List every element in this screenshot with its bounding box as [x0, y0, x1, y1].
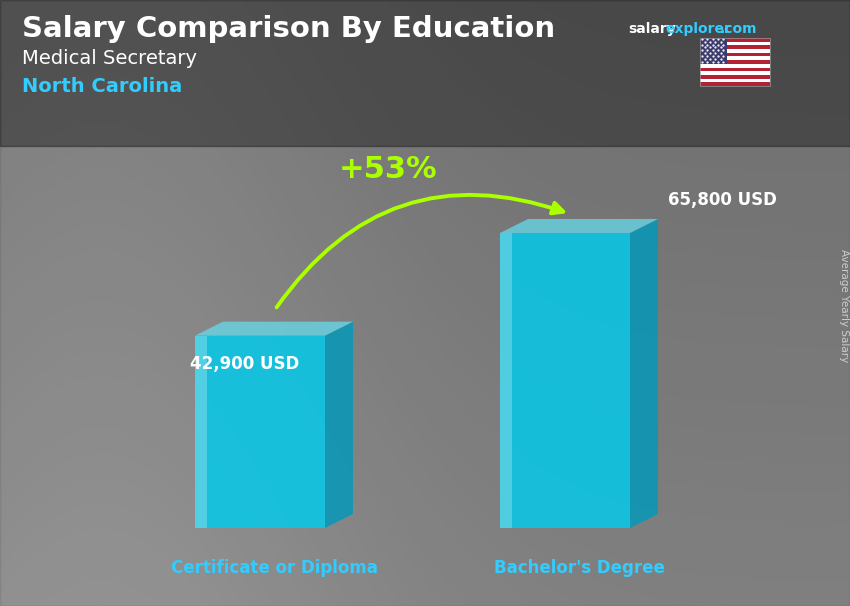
Polygon shape [630, 219, 658, 528]
Bar [700, 45, 770, 49]
Bar [700, 67, 770, 72]
Text: explorer: explorer [665, 22, 731, 36]
Text: 42,900 USD: 42,900 USD [190, 355, 299, 373]
Bar [700, 38, 727, 64]
Bar [700, 38, 770, 42]
Text: +53%: +53% [339, 155, 438, 184]
Polygon shape [325, 322, 353, 528]
Bar [0, 0, 850, 146]
Text: .com: .com [720, 22, 757, 36]
Text: Bachelor's Degree: Bachelor's Degree [494, 559, 665, 577]
Bar [700, 64, 770, 67]
Polygon shape [500, 233, 512, 528]
Polygon shape [195, 336, 207, 528]
Polygon shape [195, 322, 353, 336]
Bar [700, 72, 770, 75]
Text: Certificate or Diploma: Certificate or Diploma [171, 559, 377, 577]
Text: Medical Secretary: Medical Secretary [22, 50, 197, 68]
Text: salary: salary [628, 22, 676, 36]
Bar [700, 79, 770, 82]
Bar [700, 82, 770, 86]
Text: Average Yearly Salary: Average Yearly Salary [839, 250, 849, 362]
Text: North Carolina: North Carolina [22, 78, 182, 96]
Bar [195, 336, 325, 528]
Bar [700, 53, 770, 56]
Bar [700, 75, 770, 79]
Bar [500, 233, 630, 528]
Bar [700, 56, 770, 60]
Bar [700, 60, 770, 64]
FancyArrowPatch shape [276, 195, 564, 307]
Bar [700, 38, 770, 86]
Text: Salary Comparison By Education: Salary Comparison By Education [22, 15, 555, 43]
Text: 65,800 USD: 65,800 USD [668, 191, 777, 209]
Bar [700, 49, 770, 53]
Bar [700, 42, 770, 45]
Polygon shape [500, 219, 658, 233]
